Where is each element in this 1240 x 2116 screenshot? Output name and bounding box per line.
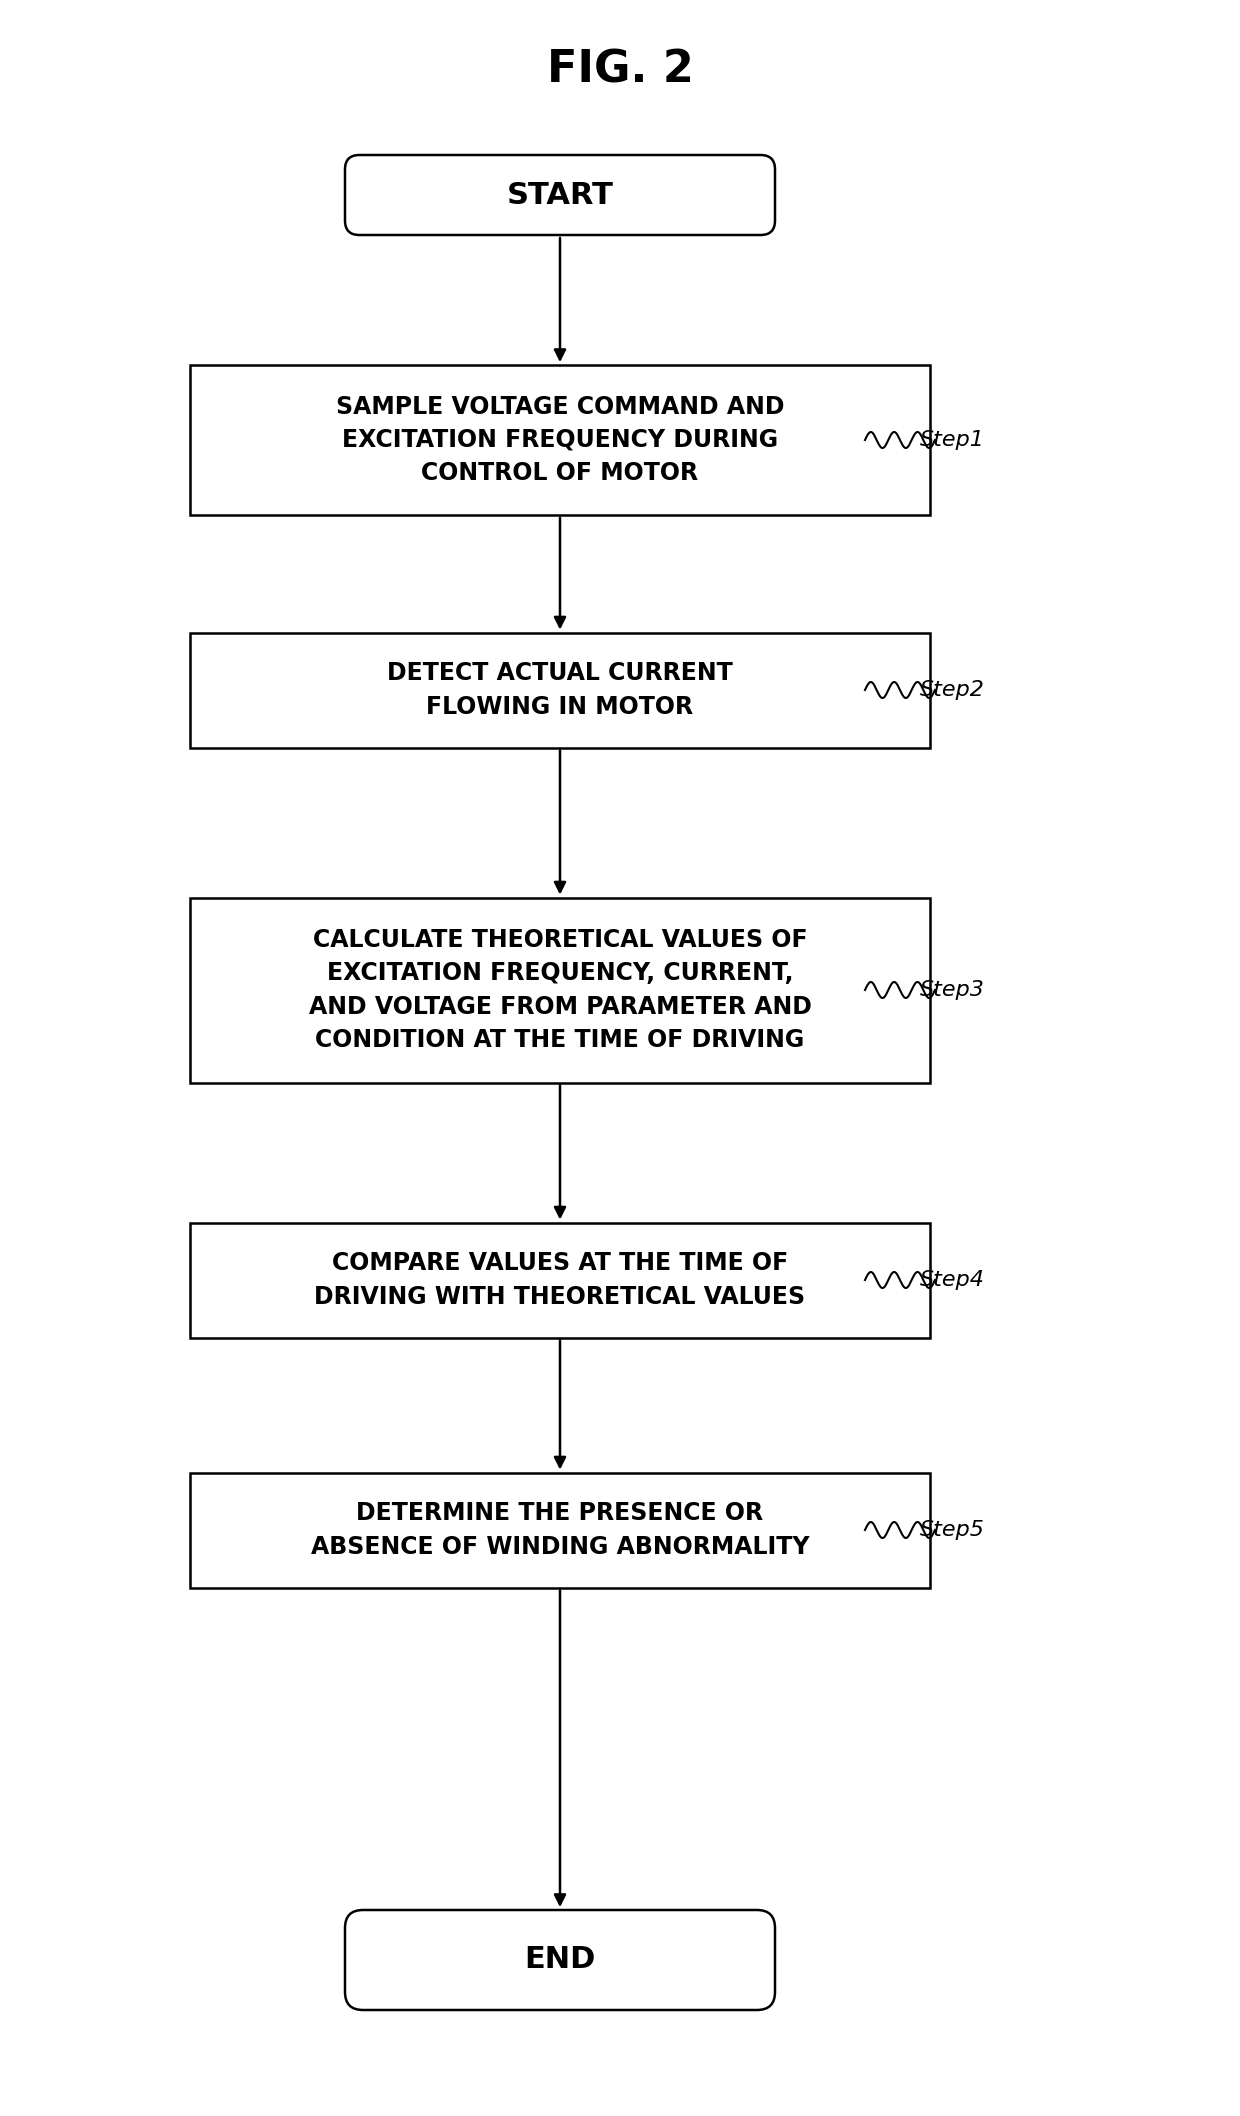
FancyBboxPatch shape xyxy=(190,633,930,747)
FancyBboxPatch shape xyxy=(190,1473,930,1587)
Text: Step5: Step5 xyxy=(920,1519,985,1540)
FancyBboxPatch shape xyxy=(345,154,775,235)
Text: START: START xyxy=(507,180,614,209)
Text: END: END xyxy=(525,1945,595,1974)
Text: DETECT ACTUAL CURRENT
FLOWING IN MOTOR: DETECT ACTUAL CURRENT FLOWING IN MOTOR xyxy=(387,660,733,719)
Text: Step3: Step3 xyxy=(920,980,985,1001)
FancyBboxPatch shape xyxy=(345,1911,775,2010)
Text: CALCULATE THEORETICAL VALUES OF
EXCITATION FREQUENCY, CURRENT,
AND VOLTAGE FROM : CALCULATE THEORETICAL VALUES OF EXCITATI… xyxy=(309,927,811,1052)
Text: Step2: Step2 xyxy=(920,679,985,700)
Text: FIG. 2: FIG. 2 xyxy=(547,49,693,91)
Text: COMPARE VALUES AT THE TIME OF
DRIVING WITH THEORETICAL VALUES: COMPARE VALUES AT THE TIME OF DRIVING WI… xyxy=(315,1251,806,1310)
Text: DETERMINE THE PRESENCE OR
ABSENCE OF WINDING ABNORMALITY: DETERMINE THE PRESENCE OR ABSENCE OF WIN… xyxy=(311,1500,810,1559)
Text: Step4: Step4 xyxy=(920,1270,985,1291)
FancyBboxPatch shape xyxy=(190,364,930,514)
FancyBboxPatch shape xyxy=(190,897,930,1083)
FancyBboxPatch shape xyxy=(190,1223,930,1337)
Text: SAMPLE VOLTAGE COMMAND AND
EXCITATION FREQUENCY DURING
CONTROL OF MOTOR: SAMPLE VOLTAGE COMMAND AND EXCITATION FR… xyxy=(336,394,784,485)
Text: Step1: Step1 xyxy=(920,430,985,451)
